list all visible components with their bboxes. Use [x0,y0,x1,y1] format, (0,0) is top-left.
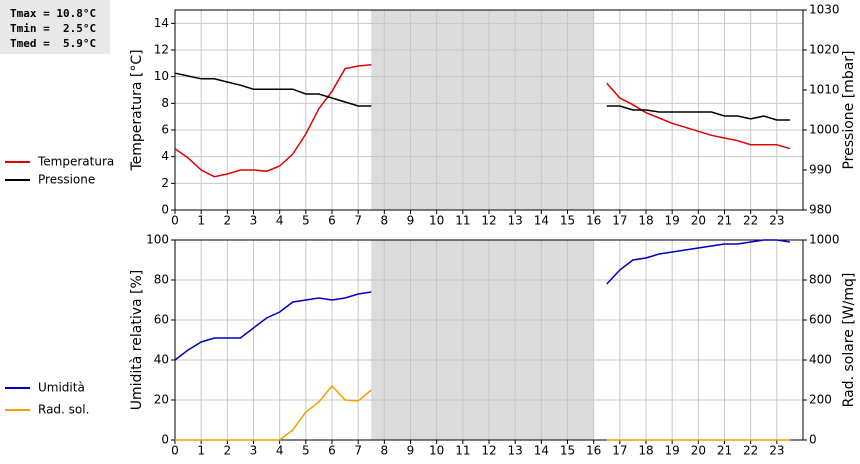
y-tick-label: 12 [154,43,169,57]
x-tick-label: 16 [586,214,601,228]
x-tick-label: 14 [534,214,549,228]
x-tick-label: 4 [276,444,284,458]
stat: Tmed = 5.9°C [10,37,96,50]
x-tick-label: 2 [224,214,232,228]
y-tick-label: 2 [161,176,169,190]
y-axis-label: Umidità relativa [%] [129,270,145,411]
x-tick-label: 21 [717,444,732,458]
x-tick-label: 4 [276,214,284,228]
x-tick-label: 1 [197,444,205,458]
x-tick-label: 18 [638,444,653,458]
y-tick-label: 0 [161,203,169,217]
series-line [175,384,790,441]
y-tick-label: 8 [161,96,169,110]
x-tick-label: 21 [717,214,732,228]
x-tick-label: 19 [665,214,680,228]
y2-tick-label: 1010 [809,83,840,97]
x-tick-label: 22 [743,214,758,228]
x-tick-label: 7 [354,444,362,458]
x-tick-label: 10 [429,444,444,458]
x-tick-label: 7 [354,214,362,228]
series-line [174,239,791,361]
y2-tick-label: 400 [809,353,832,367]
y-axis-label: Temperatura [°C] [129,49,145,171]
x-tick-label: 11 [455,214,470,228]
x-tick-label: 17 [612,214,627,228]
x-tick-label: 0 [171,444,179,458]
y-tick-label: 80 [154,273,169,287]
x-tick-label: 3 [250,214,258,228]
y2-tick-label: 800 [809,273,832,287]
x-tick-label: 20 [691,214,706,228]
x-tick-label: 9 [407,214,415,228]
x-tick-label: 14 [534,444,549,458]
y-tick-label: 60 [154,313,169,327]
x-tick-label: 22 [743,444,758,458]
legend-label: Temperatura [37,155,114,169]
series-line [174,63,791,178]
x-tick-label: 5 [302,444,310,458]
x-tick-label: 6 [328,444,336,458]
legend-label: Umidità [38,381,85,395]
y2-tick-label: 990 [809,163,832,177]
y2-axis-label: Rad. solare [W/mq] [841,273,857,408]
x-tick-label: 15 [560,214,575,228]
stat: Tmax = 10.8°C [10,7,96,20]
y-tick-label: 10 [154,69,169,83]
x-tick-label: 6 [328,214,336,228]
y2-tick-label: 980 [809,203,832,217]
y-tick-label: 4 [161,149,169,163]
x-tick-label: 15 [560,444,575,458]
y2-tick-label: 200 [809,393,832,407]
legend-label: Pressione [38,173,95,187]
y-tick-label: 14 [154,16,169,30]
y2-tick-label: 1020 [809,43,840,57]
x-tick-label: 18 [638,214,653,228]
y2-tick-label: 600 [809,313,832,327]
x-tick-label: 23 [769,214,784,228]
x-tick-label: 13 [508,214,523,228]
x-tick-label: 13 [508,444,523,458]
x-tick-label: 0 [171,214,179,228]
y-tick-label: 40 [154,353,169,367]
y-tick-label: 20 [154,393,169,407]
x-tick-label: 3 [250,444,258,458]
y-tick-label: 100 [146,233,169,247]
x-tick-label: 12 [481,444,496,458]
stat: Tmin = 2.5°C [10,22,96,35]
x-tick-label: 5 [302,214,310,228]
legend-label: Rad. sol. [38,403,89,417]
stats-box [0,0,110,54]
x-tick-label: 20 [691,444,706,458]
x-tick-label: 10 [429,214,444,228]
x-tick-label: 8 [381,444,389,458]
plot-frame [174,9,804,211]
y2-tick-label: 1030 [809,3,840,17]
y-tick-label: 6 [161,123,169,137]
x-tick-label: 16 [586,444,601,458]
y2-tick-label: 0 [809,433,817,447]
x-tick-label: 19 [665,444,680,458]
x-tick-label: 9 [407,444,415,458]
plot-frame [174,239,804,441]
x-tick-label: 12 [481,214,496,228]
y2-tick-label: 1000 [809,123,840,137]
x-tick-label: 8 [381,214,389,228]
x-tick-label: 17 [612,444,627,458]
y2-axis-label: Pressione [mbar] [841,50,857,169]
x-tick-label: 11 [455,444,470,458]
shaded-region [371,240,594,440]
series-line [174,72,790,121]
shaded-region [371,10,594,210]
x-tick-label: 2 [224,444,232,458]
y2-tick-label: 1000 [809,233,840,247]
x-tick-label: 23 [769,444,784,458]
y-tick-label: 0 [161,433,169,447]
x-tick-label: 1 [197,214,205,228]
